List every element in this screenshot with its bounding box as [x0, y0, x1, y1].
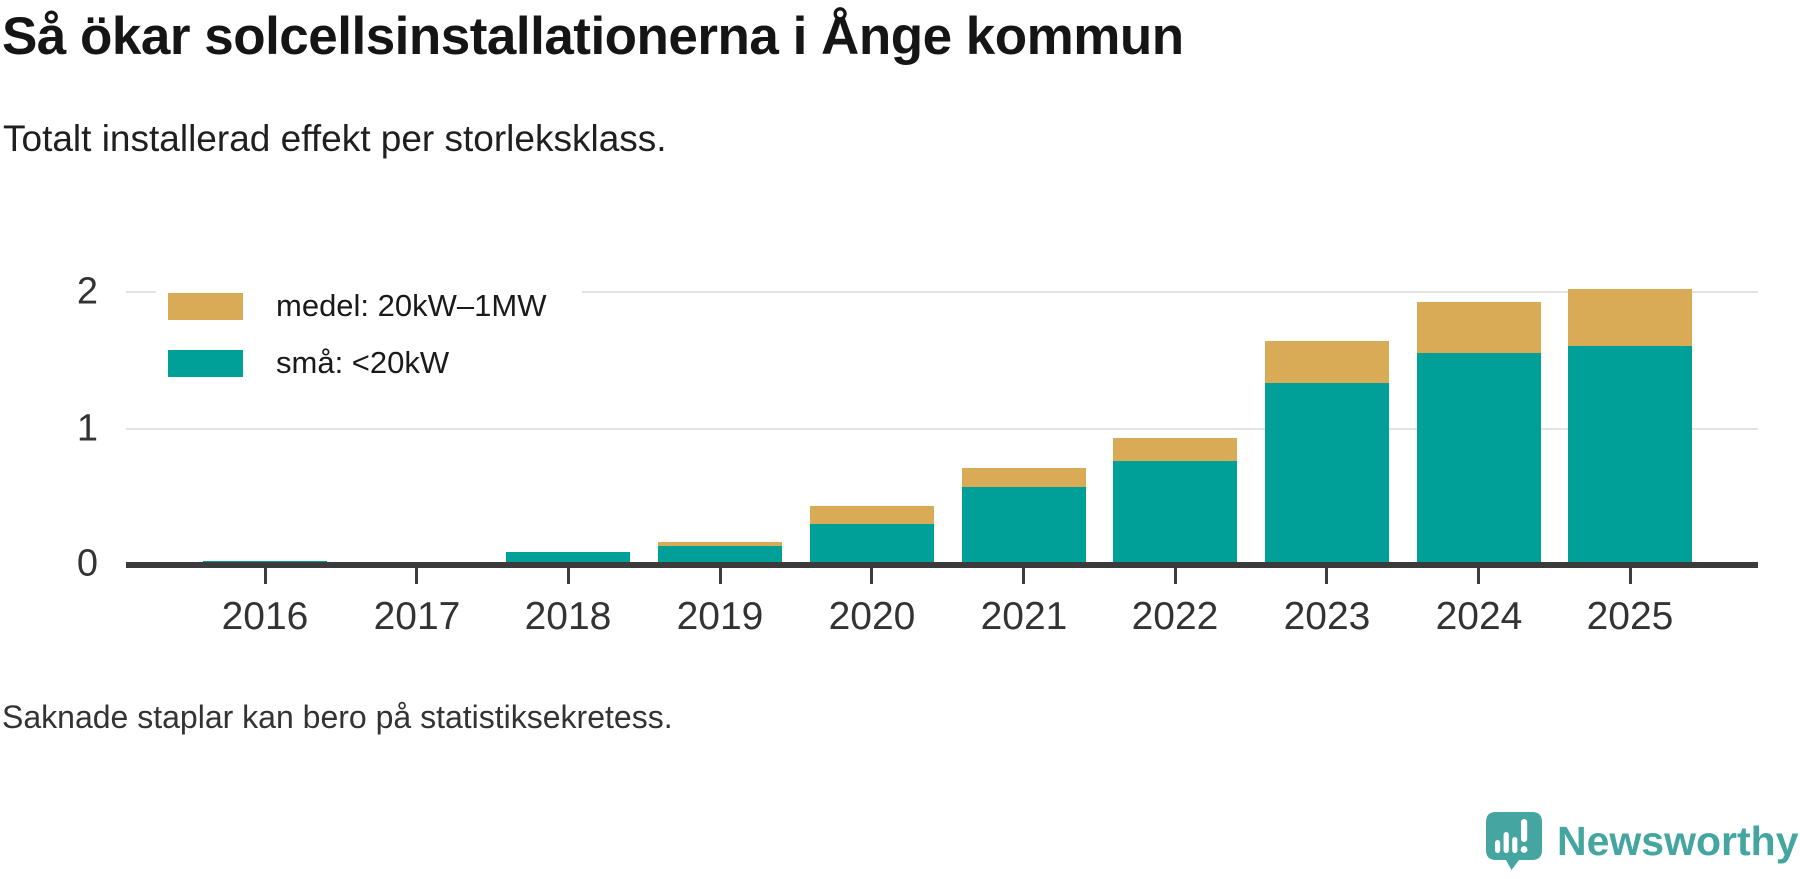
- x-axis-label-2022: 2022: [1131, 595, 1219, 638]
- x-axis-label-2025: 2025: [1586, 595, 1674, 638]
- bar-2020-small: [810, 524, 934, 566]
- bar-2021-small: [962, 487, 1086, 566]
- x-axis-label-2020: 2020: [828, 595, 916, 638]
- x-tick-2018: [567, 568, 570, 584]
- x-axis-label-2024: 2024: [1435, 595, 1523, 638]
- bar-2025-small: [1568, 346, 1692, 566]
- legend: medel: 20kW–1MW små: <20kW: [156, 280, 583, 395]
- x-axis-label-2016: 2016: [221, 595, 309, 638]
- legend-swatch-0: [168, 292, 243, 320]
- newsworthy-logo: Newsworthy: [1486, 812, 1799, 870]
- y-axis-label-2: 2: [76, 270, 98, 313]
- newsworthy-wordmark: Newsworthy: [1557, 817, 1799, 864]
- chart-subtitle: Totalt installerad effekt per storlekskl…: [3, 118, 667, 159]
- bar-2021-medel: [962, 468, 1086, 487]
- bar-2020-medel: [810, 506, 934, 524]
- gridline-y-2: [126, 291, 1758, 293]
- bar-2023-medel: [1265, 341, 1389, 383]
- y-axis-label-0: 0: [76, 542, 98, 585]
- bar-2024-small: [1417, 353, 1541, 566]
- bar-2025-medel: [1568, 289, 1692, 346]
- x-axis-label-2019: 2019: [676, 595, 764, 638]
- footnote: Saknade staplar kan bero på statistiksek…: [2, 699, 673, 735]
- bar-2023-small: [1265, 383, 1389, 566]
- x-axis-label-2021: 2021: [980, 595, 1068, 638]
- newsworthy-icon: [1486, 812, 1542, 870]
- x-tick-2017: [415, 568, 418, 584]
- x-tick-2022: [1174, 568, 1177, 584]
- x-axis-label-2017: 2017: [373, 595, 461, 638]
- gridline-y-1: [126, 428, 1758, 430]
- legend-label-1: små: <20kW: [276, 345, 450, 380]
- x-tick-2021: [1022, 568, 1025, 584]
- x-tick-2019: [719, 568, 722, 584]
- x-tick-2016: [264, 568, 267, 584]
- legend-swatch-1: [168, 349, 243, 377]
- x-tick-2024: [1477, 568, 1480, 584]
- chart-title: Så ökar solcellsinstallationerna i Ånge …: [2, 7, 1184, 66]
- legend-item-0: medel: 20kW–1MW: [168, 288, 546, 324]
- x-tick-2020: [870, 568, 873, 584]
- x-axis-line: [126, 562, 1758, 568]
- bar-2019-small: [658, 546, 782, 566]
- x-axis-label-2023: 2023: [1283, 595, 1371, 638]
- bar-2024-medel: [1417, 302, 1541, 353]
- legend-item-1: små: <20kW: [168, 345, 546, 381]
- bar-2022-medel: [1113, 438, 1237, 461]
- x-tick-2025: [1629, 568, 1632, 584]
- x-axis-label-2018: 2018: [524, 595, 612, 638]
- bar-2019-medel: [658, 542, 782, 546]
- legend-label-0: medel: 20kW–1MW: [276, 288, 547, 323]
- bar-2022-small: [1113, 461, 1237, 566]
- x-tick-2023: [1325, 568, 1328, 584]
- y-axis-label-1: 1: [76, 407, 98, 450]
